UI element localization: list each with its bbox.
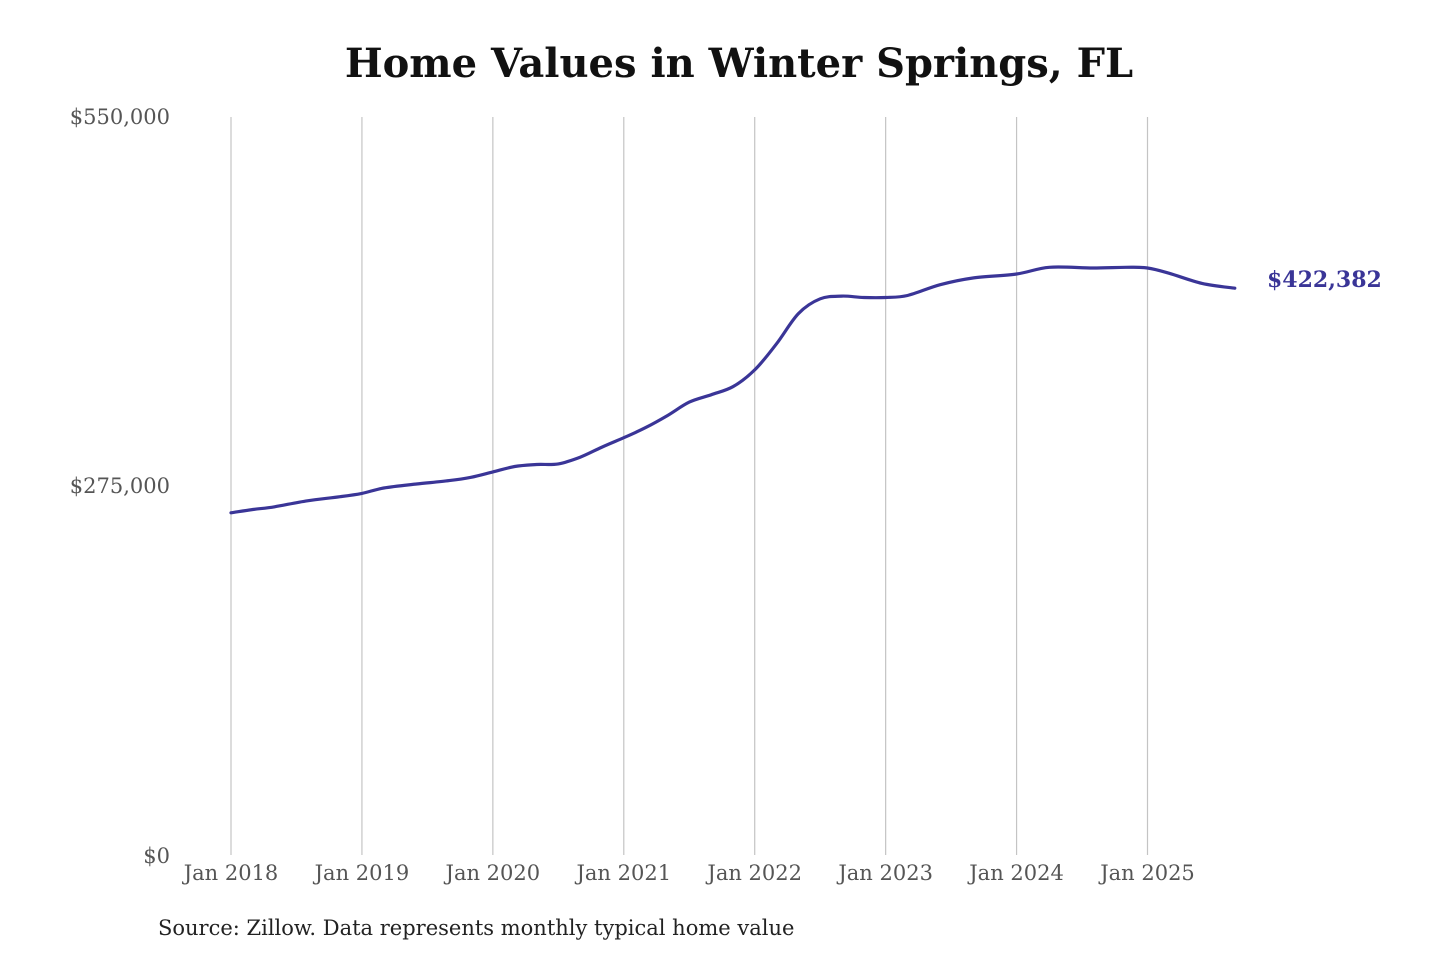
x-tick-label: Jan 2021 <box>574 861 671 885</box>
x-tick-label: Jan 2018 <box>182 861 279 885</box>
x-tick-label: Jan 2024 <box>967 861 1064 885</box>
x-tick-label: Jan 2022 <box>705 861 802 885</box>
series-line <box>229 265 1237 515</box>
y-tick-label: $275,000 <box>70 474 170 498</box>
last-value-label: $422,382 <box>1267 267 1382 293</box>
source-note: Source: Zillow. Data represents monthly … <box>158 916 795 940</box>
x-tick-label: Jan 2025 <box>1098 861 1195 885</box>
x-tick-label: Jan 2023 <box>836 861 933 885</box>
vertical-grid <box>230 117 1149 855</box>
x-tick-label: Jan 2020 <box>444 861 541 885</box>
x-axis: Jan 2018 Jan 2019 Jan 2020 Jan 2021 Jan 2022… <box>182 861 1195 885</box>
y-axis: $0 $275,000 $550,000 <box>70 105 170 868</box>
chart-title: Home Values in Winter Springs, FL <box>344 40 1134 87</box>
y-tick-label: $550,000 <box>70 105 170 129</box>
y-tick-label: $0 <box>143 844 170 868</box>
x-tick-label: Jan 2019 <box>313 861 410 885</box>
series-layer: $422,382 <box>229 265 1382 515</box>
